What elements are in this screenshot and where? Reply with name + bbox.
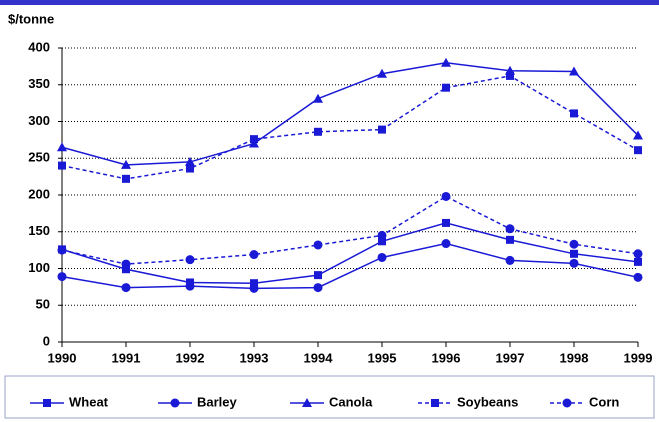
marker	[569, 66, 579, 76]
series-line	[61, 75, 639, 180]
marker	[378, 125, 386, 134]
series-line	[61, 61, 639, 166]
marker	[58, 161, 66, 170]
marker	[121, 283, 131, 293]
marker	[57, 142, 67, 152]
marker	[441, 239, 451, 249]
marker	[378, 237, 386, 246]
legend-marker	[431, 399, 439, 407]
marker	[505, 224, 515, 234]
y-tick-label: 200	[28, 186, 50, 201]
marker	[506, 71, 514, 80]
x-tick-label: 1996	[432, 350, 461, 365]
legend-marker	[43, 399, 51, 407]
series-line	[61, 195, 639, 265]
marker	[57, 272, 67, 282]
y-axis-label: $/tonne	[8, 11, 54, 26]
marker	[634, 257, 642, 266]
x-tick-label: 1998	[560, 350, 589, 365]
marker	[377, 230, 387, 240]
marker	[506, 235, 514, 244]
x-tick-label: 1992	[176, 350, 205, 365]
marker	[185, 156, 195, 166]
marker	[249, 250, 259, 260]
series-line	[61, 222, 639, 284]
marker	[441, 57, 451, 67]
marker	[121, 259, 131, 269]
y-tick-label: 300	[28, 113, 50, 128]
legend-box	[4, 375, 655, 419]
legend-marker	[302, 398, 312, 407]
marker	[250, 279, 258, 288]
y-tick-label: 350	[28, 76, 50, 91]
marker	[122, 174, 130, 183]
marker	[634, 146, 642, 155]
legend-marker	[562, 398, 572, 408]
marker	[377, 252, 387, 262]
marker	[121, 159, 131, 169]
marker	[57, 245, 67, 255]
marker	[377, 68, 387, 78]
marker	[314, 271, 322, 280]
x-tick-label: 1994	[304, 350, 334, 365]
top-bar	[0, 0, 659, 5]
marker	[569, 239, 579, 249]
x-tick-label: 1999	[624, 350, 653, 365]
marker	[249, 283, 259, 293]
marker	[442, 83, 450, 92]
y-tick-label: 150	[28, 223, 50, 238]
marker	[442, 218, 450, 227]
y-tick-label: 100	[28, 260, 50, 275]
y-tick-label: 50	[36, 297, 50, 312]
legend-label: Soybeans	[457, 394, 518, 409]
marker	[313, 240, 323, 250]
marker	[633, 249, 643, 259]
y-tick-label: 400	[28, 39, 50, 54]
x-tick-label: 1993	[240, 350, 269, 365]
marker	[441, 191, 451, 201]
legend-label: Wheat	[69, 394, 109, 409]
marker	[186, 164, 194, 173]
marker	[569, 258, 579, 268]
y-tick-label: 0	[43, 333, 50, 348]
marker	[570, 109, 578, 118]
series-line	[61, 242, 639, 290]
marker	[570, 249, 578, 258]
marker	[185, 281, 195, 291]
legend-label: Corn	[589, 394, 619, 409]
y-tick-label: 250	[28, 150, 50, 165]
marker	[122, 265, 130, 274]
legend-label: Barley	[197, 394, 238, 409]
marker	[185, 255, 195, 265]
marker	[633, 130, 643, 140]
marker	[314, 127, 322, 136]
marker	[633, 272, 643, 282]
x-tick-label: 1990	[48, 350, 77, 365]
x-tick-label: 1995	[368, 350, 397, 365]
marker	[313, 283, 323, 293]
x-tick-label: 1997	[496, 350, 525, 365]
legend-label: Canola	[329, 394, 373, 409]
legend-marker	[170, 398, 180, 408]
marker	[505, 255, 515, 265]
x-tick-label: 1991	[112, 350, 141, 365]
marker	[313, 93, 323, 103]
marker	[250, 135, 258, 144]
